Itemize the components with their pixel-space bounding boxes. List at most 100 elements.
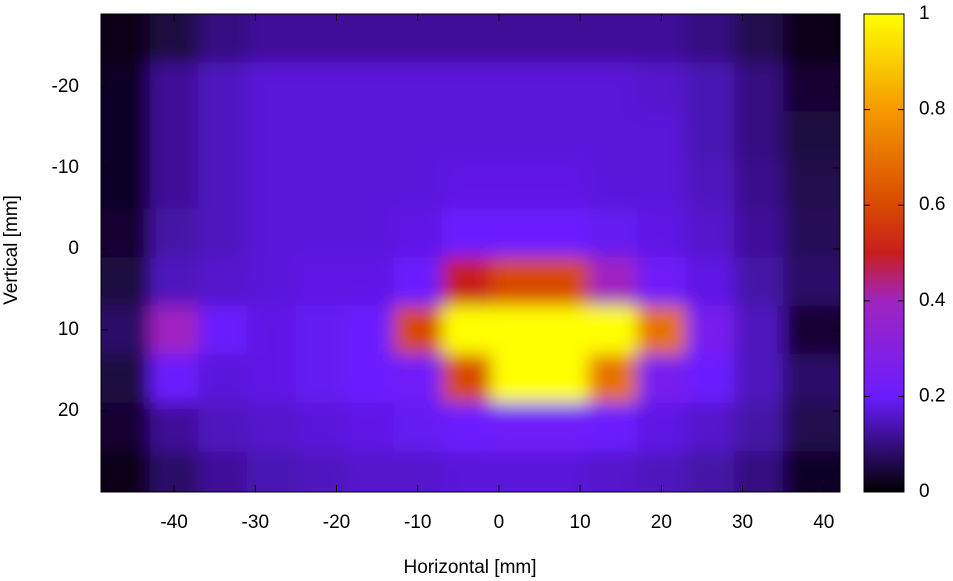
heatmap-cell <box>344 208 394 258</box>
heatmap-cell <box>247 257 297 307</box>
heatmap-cell <box>247 62 297 112</box>
y-tick-label: -10 <box>52 157 79 178</box>
heatmap-cell <box>783 62 840 112</box>
heatmap-cell <box>344 14 394 64</box>
heatmap-cell <box>247 451 297 492</box>
heatmap-cell <box>685 451 735 492</box>
x-tick-label: -20 <box>323 512 350 533</box>
heatmap-cell <box>734 354 784 404</box>
heatmap-cell <box>393 111 443 161</box>
heatmap-cell <box>588 257 638 307</box>
heatmap-cell <box>442 159 492 209</box>
heatmap-cell <box>636 14 687 64</box>
heatmap-cell <box>101 257 151 307</box>
y-tick-label: 0 <box>68 238 79 259</box>
colorbar-tick-label: 0.2 <box>919 385 945 406</box>
heatmap-cell <box>101 402 151 452</box>
heatmap-cell <box>149 305 199 355</box>
heatmap-cell <box>588 14 638 64</box>
heatmap-cell <box>198 208 248 258</box>
heatmap-cell <box>393 208 443 258</box>
heatmap-cell <box>101 111 151 161</box>
heatmap-cell <box>734 159 784 209</box>
heatmap-cell <box>734 402 784 452</box>
heatmap-cell <box>783 257 840 307</box>
heatmap-cell <box>588 451 638 492</box>
heatmap-cell <box>393 257 443 307</box>
heatmap-cell <box>198 354 248 404</box>
heatmap-cell <box>442 208 492 258</box>
x-axis-label: Horizontal [mm] <box>403 557 536 578</box>
heatmap-cell <box>149 62 199 112</box>
heatmap-cell <box>101 159 151 209</box>
heatmap-cell <box>685 62 735 112</box>
heatmap-cell <box>198 305 248 355</box>
heatmap-cell <box>149 111 199 161</box>
heatmap-cell <box>344 354 394 404</box>
heatmap-cell <box>490 14 541 64</box>
colorbar-tick-label: 1 <box>919 3 930 24</box>
heatmap-cell <box>247 14 297 64</box>
heatmap-cell <box>198 62 248 112</box>
heatmap-cell <box>490 62 541 112</box>
heatmap-cell <box>393 451 443 492</box>
x-tick-label: -10 <box>404 512 431 533</box>
heatmap-cell <box>198 257 248 307</box>
heatmap-cell <box>588 111 638 161</box>
heatmap-cell <box>588 62 638 112</box>
heatmap-cell <box>685 159 735 209</box>
heatmap-cell <box>149 208 199 258</box>
heatmap-cell <box>295 208 346 258</box>
heatmap-cell <box>442 62 492 112</box>
heatmap-cell <box>588 208 638 258</box>
heatmap-cell <box>393 14 443 64</box>
heatmap-cell <box>490 159 541 209</box>
heatmap-cell <box>539 402 589 452</box>
colorbar-tick-label: 0.4 <box>919 290 946 311</box>
heatmap-cell <box>344 159 394 209</box>
heatmap-cell <box>393 159 443 209</box>
x-tick-label: 20 <box>651 512 672 533</box>
heatmap-cell <box>783 354 840 404</box>
heatmap-cell <box>636 451 687 492</box>
y-tick-label: -20 <box>52 76 79 97</box>
heatmap-cell <box>393 402 443 452</box>
heatmap-cell <box>539 305 589 355</box>
plot-frame <box>100 13 841 493</box>
heatmap-cell <box>490 451 541 492</box>
x-tick-label: 30 <box>732 512 753 533</box>
heatmap-cell <box>783 402 840 452</box>
heatmap-cell <box>539 111 589 161</box>
heatmap-cell <box>295 111 346 161</box>
heatmap-cell <box>490 354 541 404</box>
heatmap-cell <box>636 305 687 355</box>
heatmap-cell <box>783 159 840 209</box>
heatmap-cell <box>490 402 541 452</box>
heatmap-cell <box>198 111 248 161</box>
heatmap-cell <box>393 354 443 404</box>
heatmap-cell <box>198 14 248 64</box>
y-tick-label: 10 <box>58 319 79 340</box>
heatmap-cell <box>101 451 151 492</box>
heatmap-cell <box>783 208 840 258</box>
heatmap-cell <box>636 159 687 209</box>
heatmap-cell <box>685 305 735 355</box>
heatmap-cell <box>490 208 541 258</box>
heatmap-cell <box>295 305 346 355</box>
heatmap-cell <box>393 305 443 355</box>
heatmap-cell <box>588 159 638 209</box>
heatmap-cell <box>442 354 492 404</box>
heatmap-cell <box>149 14 199 64</box>
colorbar <box>863 13 905 493</box>
x-tick-label: -30 <box>242 512 269 533</box>
heatmap <box>101 14 840 492</box>
heatmap-cell <box>247 159 297 209</box>
heatmap-cell <box>539 62 589 112</box>
heatmap-cell <box>539 159 589 209</box>
heatmap-cell <box>295 354 346 404</box>
x-tick-label: -40 <box>160 512 187 533</box>
y-axis-label: Vertical [mm] <box>1 195 22 305</box>
colorbar-tick-label: 0 <box>919 481 930 502</box>
heatmap-cell <box>734 257 784 307</box>
